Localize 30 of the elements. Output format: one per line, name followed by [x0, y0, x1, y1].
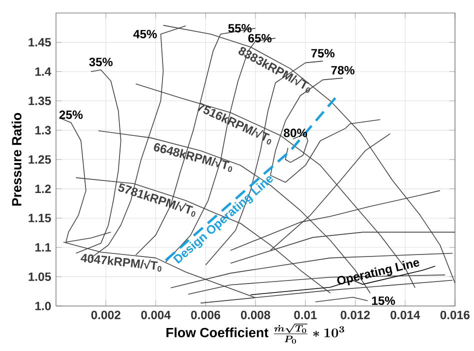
- annotation: 35%: [89, 58, 113, 66]
- x-tick-label: 0.012: [340, 310, 370, 320]
- y-tick-label: 1.05: [28, 272, 51, 281]
- annotation: 25%: [59, 110, 83, 119]
- annotation: 55%: [228, 24, 252, 32]
- text: Operating Line: [337, 260, 420, 286]
- y-tick-label: 1.35: [28, 96, 51, 106]
- text: 4047kRPM/√T$_{0}$: [80, 254, 162, 272]
- x-tick-label: 0.006: [191, 310, 220, 320]
- annotation: 78%: [331, 66, 354, 74]
- x-tick-label: 0.014: [390, 310, 420, 320]
- x-tick-label: 0.016: [440, 310, 470, 320]
- y-axis-title: Pressure Ratio: [12, 112, 22, 206]
- annotation: 45%: [133, 30, 157, 38]
- y-tick-label: 1.45: [28, 38, 51, 46]
- y-tick-label: 1.3: [35, 126, 51, 134]
- y-tick-label: 1.0: [35, 302, 51, 310]
- x-tick-label: 0.008: [240, 310, 270, 320]
- x-axis-title: $\text{Flow Coefficient }\frac{\dot{m}\sqrt{T_0}}{P_0}*10^{3}$: [166, 324, 344, 344]
- y-tick-label: 1.4: [35, 67, 52, 76]
- y-tick-label: 1.2: [35, 184, 51, 193]
- x-tick-label: 0.002: [91, 310, 120, 320]
- x-tick-label: 0.01: [294, 310, 317, 320]
- y-tick-label: 1.15: [28, 214, 51, 222]
- y-tick-label: 1.1: [35, 243, 51, 252]
- annotation: 15%: [372, 296, 396, 305]
- y-tick-label: 1.25: [28, 155, 51, 164]
- annotation: 65%: [248, 34, 272, 42]
- x-tick-label: 0.004: [141, 310, 171, 320]
- annotation: 75%: [311, 48, 335, 58]
